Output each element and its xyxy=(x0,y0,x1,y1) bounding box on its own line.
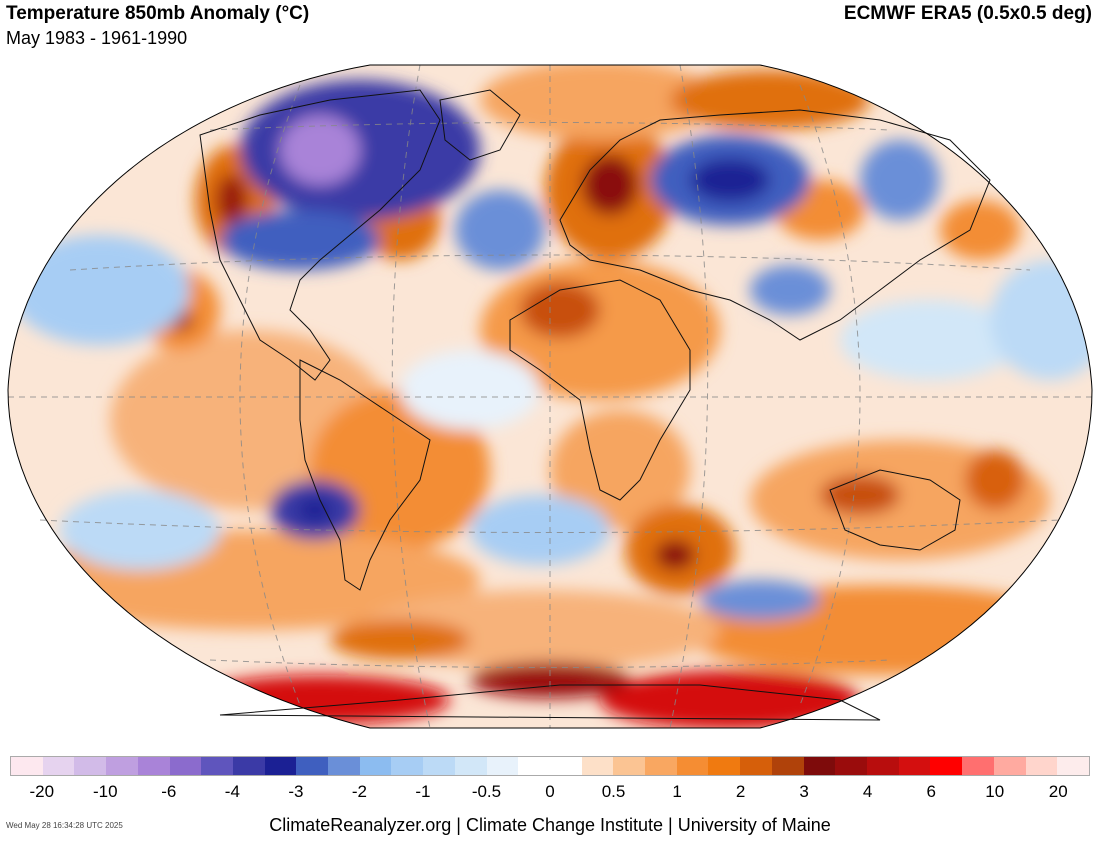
color-scale-segment xyxy=(296,757,329,775)
color-scale-segment xyxy=(1057,757,1089,775)
color-scale-segment xyxy=(930,757,963,775)
color-scale-labels: -20 -10 -6 -4 -3 -2 -1 -0.5 0 0.5 1 2 3 4 6 10 20 xyxy=(10,782,1090,804)
color-scale-segment xyxy=(454,757,487,775)
color-scale-label: 0.5 xyxy=(601,782,626,801)
color-scale-label: 20 xyxy=(1048,782,1068,801)
color-scale-label: 10 xyxy=(985,782,1005,801)
graticule xyxy=(8,64,1092,729)
color-scale-label: -20 xyxy=(29,782,55,801)
color-scale-segment xyxy=(771,757,804,775)
color-scale-label: 2 xyxy=(735,782,746,801)
color-scale-label: 0 xyxy=(545,782,555,801)
color-scale-segment xyxy=(676,757,709,775)
color-scale-segment xyxy=(359,757,392,775)
color-scale-segment xyxy=(803,757,836,775)
coastlines xyxy=(199,89,991,721)
color-scale-segment xyxy=(1025,757,1058,775)
color-scale-label: -4 xyxy=(224,782,240,801)
anomaly-map xyxy=(7,64,1093,729)
color-scale-segment xyxy=(645,757,677,775)
color-scale-segment xyxy=(74,757,107,775)
color-scale-segment xyxy=(486,757,519,775)
color-scale-segment xyxy=(201,757,233,775)
globe-outline xyxy=(7,64,1093,729)
color-scale-label: 4 xyxy=(862,782,873,801)
color-scale-label: -3 xyxy=(288,782,304,801)
color-scale-segment xyxy=(993,757,1026,775)
color-scale-label: 3 xyxy=(799,782,809,801)
color-scale-segment xyxy=(518,757,550,775)
color-scale-segment xyxy=(740,757,772,775)
color-scale-label: -1 xyxy=(415,782,431,801)
color-scale-label: -0.5 xyxy=(471,782,502,801)
color-scale-segment xyxy=(106,757,138,775)
color-scale-segment xyxy=(549,757,582,775)
color-scale-segment xyxy=(613,757,646,775)
color-scale-segment xyxy=(137,757,170,775)
color-scale-segment xyxy=(42,757,75,775)
color-scale-segment xyxy=(866,757,899,775)
credits-line: ClimateReanalyzer.org | Climate Change I… xyxy=(269,815,831,835)
color-scale-segment xyxy=(423,757,455,775)
color-scale-segment xyxy=(232,757,265,775)
map-title: Temperature 850mb Anomaly (°C) xyxy=(6,3,310,24)
timestamp: Wed May 28 16:34:28 UTC 2025 xyxy=(6,821,123,830)
color-scale-segment xyxy=(11,757,43,775)
color-scale-segment xyxy=(391,757,424,775)
color-scale-segment xyxy=(581,757,614,775)
color-scale-bar xyxy=(10,756,1090,776)
color-scale-segment xyxy=(708,757,741,775)
color-scale-label: 1 xyxy=(672,782,682,801)
color-scale-label: 6 xyxy=(926,782,936,801)
color-scale-segment xyxy=(835,757,867,775)
color-scale-label: -2 xyxy=(351,782,367,801)
color-scale-label: -10 xyxy=(92,782,118,801)
map-subtitle: May 1983 - 1961-1990 xyxy=(6,28,188,48)
color-scale-segment xyxy=(264,757,297,775)
color-scale-segment xyxy=(898,757,931,775)
color-scale-segment xyxy=(328,757,360,775)
color-scale-label: -6 xyxy=(161,782,177,801)
color-scale-segment xyxy=(962,757,994,775)
color-scale-segment xyxy=(169,757,202,775)
data-source-label: ECMWF ERA5 (0.5x0.5 deg) xyxy=(843,3,1092,24)
